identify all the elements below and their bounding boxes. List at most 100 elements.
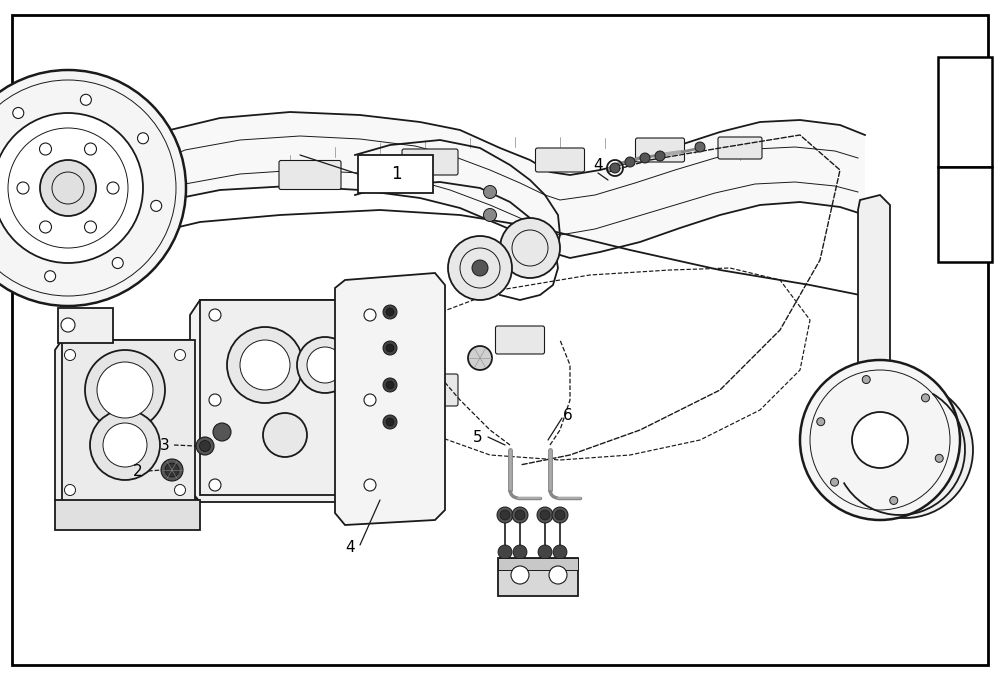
FancyBboxPatch shape bbox=[636, 138, 684, 162]
Ellipse shape bbox=[500, 218, 560, 278]
Circle shape bbox=[935, 454, 943, 462]
Circle shape bbox=[386, 381, 394, 389]
Circle shape bbox=[263, 413, 307, 457]
Circle shape bbox=[383, 415, 397, 429]
Ellipse shape bbox=[800, 360, 960, 520]
Circle shape bbox=[921, 394, 929, 402]
Circle shape bbox=[138, 133, 149, 143]
FancyBboxPatch shape bbox=[402, 374, 458, 406]
Circle shape bbox=[80, 95, 91, 105]
Circle shape bbox=[500, 510, 510, 520]
Ellipse shape bbox=[0, 70, 186, 306]
Circle shape bbox=[817, 418, 825, 426]
Circle shape bbox=[386, 344, 394, 352]
Bar bbox=[62, 340, 195, 505]
Circle shape bbox=[103, 423, 147, 467]
Circle shape bbox=[39, 143, 51, 155]
Circle shape bbox=[175, 484, 186, 496]
Circle shape bbox=[45, 271, 56, 282]
Text: 5: 5 bbox=[473, 430, 483, 445]
Circle shape bbox=[213, 423, 231, 441]
Ellipse shape bbox=[448, 236, 512, 300]
Bar bbox=[360, 295, 425, 500]
FancyBboxPatch shape bbox=[496, 326, 544, 354]
Circle shape bbox=[540, 510, 550, 520]
Ellipse shape bbox=[852, 412, 908, 468]
Polygon shape bbox=[125, 112, 865, 258]
Ellipse shape bbox=[0, 113, 143, 263]
Circle shape bbox=[209, 309, 221, 321]
Circle shape bbox=[553, 545, 567, 559]
Circle shape bbox=[383, 341, 397, 355]
Circle shape bbox=[84, 221, 96, 233]
Circle shape bbox=[625, 157, 635, 167]
Circle shape bbox=[61, 318, 75, 332]
Circle shape bbox=[307, 347, 343, 383]
Ellipse shape bbox=[40, 160, 96, 216]
Circle shape bbox=[227, 327, 303, 403]
Circle shape bbox=[90, 410, 160, 480]
Bar bbox=[200, 300, 380, 495]
FancyBboxPatch shape bbox=[402, 149, 458, 175]
Bar bbox=[498, 558, 578, 570]
Text: 1: 1 bbox=[391, 165, 401, 183]
Circle shape bbox=[151, 201, 162, 211]
Circle shape bbox=[161, 459, 183, 481]
Ellipse shape bbox=[472, 260, 488, 276]
Circle shape bbox=[890, 496, 898, 505]
Circle shape bbox=[200, 441, 210, 452]
Circle shape bbox=[498, 545, 512, 559]
Circle shape bbox=[640, 153, 650, 163]
Circle shape bbox=[552, 507, 568, 523]
Circle shape bbox=[484, 186, 496, 199]
Circle shape bbox=[383, 378, 397, 392]
Circle shape bbox=[383, 305, 397, 319]
Circle shape bbox=[655, 151, 665, 161]
FancyBboxPatch shape bbox=[279, 160, 341, 190]
Circle shape bbox=[497, 507, 513, 523]
Circle shape bbox=[64, 484, 76, 496]
Circle shape bbox=[538, 545, 552, 559]
Circle shape bbox=[13, 107, 24, 118]
Circle shape bbox=[17, 182, 29, 194]
Circle shape bbox=[85, 350, 165, 430]
Circle shape bbox=[112, 258, 123, 269]
Circle shape bbox=[209, 479, 221, 491]
Circle shape bbox=[513, 545, 527, 559]
Circle shape bbox=[297, 337, 353, 393]
FancyBboxPatch shape bbox=[718, 137, 762, 159]
Circle shape bbox=[240, 340, 290, 390]
Ellipse shape bbox=[837, 382, 973, 518]
Circle shape bbox=[165, 463, 179, 477]
Polygon shape bbox=[125, 148, 165, 228]
Circle shape bbox=[209, 394, 221, 406]
Circle shape bbox=[515, 510, 525, 520]
Circle shape bbox=[610, 163, 620, 173]
Polygon shape bbox=[55, 340, 200, 508]
Circle shape bbox=[364, 309, 376, 321]
Circle shape bbox=[364, 394, 376, 406]
FancyBboxPatch shape bbox=[536, 148, 584, 172]
Polygon shape bbox=[858, 195, 890, 490]
Text: 4: 4 bbox=[593, 158, 603, 173]
Text: 6: 6 bbox=[563, 407, 573, 422]
Bar bbox=[55, 500, 200, 530]
Bar bbox=[938, 57, 992, 167]
Circle shape bbox=[537, 507, 553, 523]
Circle shape bbox=[364, 479, 376, 491]
Circle shape bbox=[862, 375, 870, 384]
Circle shape bbox=[549, 566, 567, 584]
Circle shape bbox=[64, 350, 76, 360]
Polygon shape bbox=[348, 290, 432, 505]
Circle shape bbox=[511, 566, 529, 584]
Polygon shape bbox=[335, 273, 445, 525]
Text: 2: 2 bbox=[133, 464, 143, 479]
Circle shape bbox=[386, 308, 394, 316]
Circle shape bbox=[107, 182, 119, 194]
Circle shape bbox=[512, 507, 528, 523]
Bar bbox=[58, 308, 113, 343]
Text: 4: 4 bbox=[345, 541, 355, 556]
Text: 3: 3 bbox=[160, 437, 170, 452]
Circle shape bbox=[468, 346, 492, 370]
Circle shape bbox=[695, 142, 705, 152]
